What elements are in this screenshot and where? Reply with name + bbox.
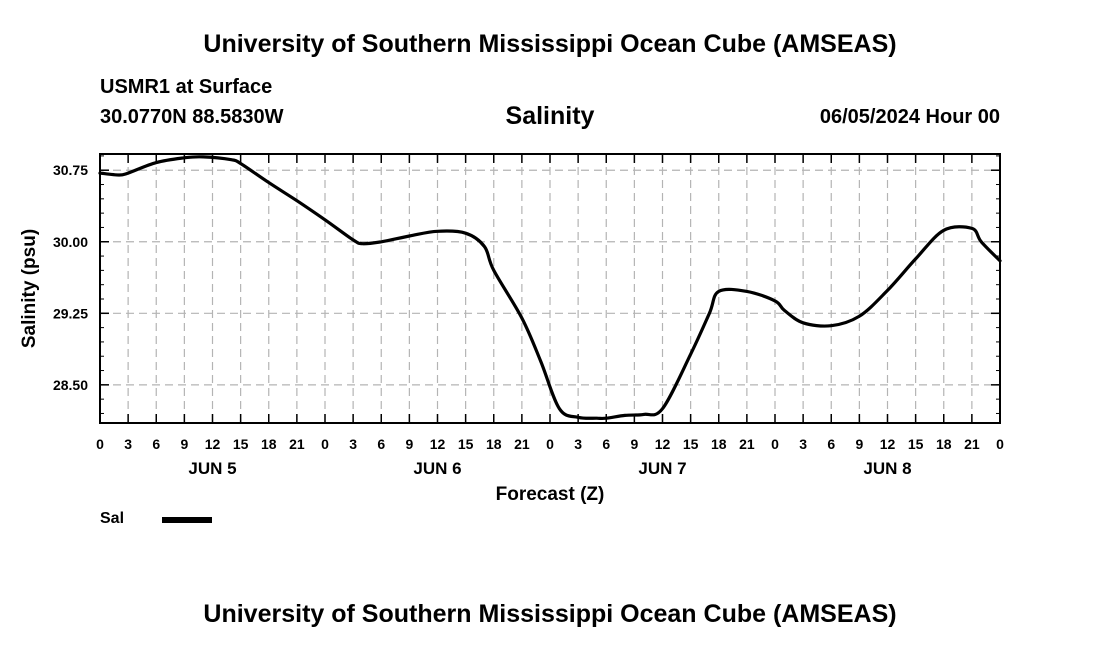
y-tick-label: 28.50 bbox=[53, 377, 88, 393]
x-tick-label: 3 bbox=[574, 436, 582, 452]
legend-label: Sal bbox=[100, 510, 125, 527]
x-tick-label: 6 bbox=[152, 436, 160, 452]
legend-swatch bbox=[162, 517, 212, 523]
chart-title-top: University of Southern Mississippi Ocean… bbox=[203, 30, 897, 58]
x-tick-label: 15 bbox=[908, 436, 924, 452]
x-tick-label: 9 bbox=[180, 436, 188, 452]
y-tick-label: 30.00 bbox=[53, 234, 88, 250]
x-tick-label: 9 bbox=[630, 436, 638, 452]
x-tick-label: 6 bbox=[377, 436, 385, 452]
x-day-label: JUN 6 bbox=[413, 459, 461, 478]
x-tick-label: 18 bbox=[936, 436, 952, 452]
x-tick-label: 9 bbox=[855, 436, 863, 452]
x-tick-label: 0 bbox=[96, 436, 104, 452]
series-line-sal bbox=[98, 155, 1002, 421]
x-tick-label: 0 bbox=[546, 436, 554, 452]
x-tick-label: 3 bbox=[349, 436, 357, 452]
x-tick-label: 18 bbox=[486, 436, 502, 452]
x-tick-label: 18 bbox=[261, 436, 277, 452]
forecast-datetime: 06/05/2024 Hour 00 bbox=[819, 106, 1000, 128]
x-tick-label: 15 bbox=[458, 436, 474, 452]
y-tick-label: 29.25 bbox=[53, 305, 88, 321]
x-tick-label: 6 bbox=[827, 436, 835, 452]
x-tick-label: 12 bbox=[430, 436, 446, 452]
x-day-label: JUN 7 bbox=[638, 459, 686, 478]
x-tick-label: 15 bbox=[233, 436, 249, 452]
x-tick-label: 21 bbox=[514, 436, 530, 452]
x-tick-label: 12 bbox=[205, 436, 221, 452]
x-tick-label: 0 bbox=[996, 436, 1004, 452]
x-tick-label: 12 bbox=[880, 436, 896, 452]
station-label: USMR1 at Surface bbox=[100, 76, 273, 98]
x-axis-label: Forecast (Z) bbox=[496, 484, 605, 505]
coordinates-label: 30.0770N 88.5830W bbox=[100, 106, 284, 128]
x-tick-label: 12 bbox=[655, 436, 671, 452]
x-tick-label: 9 bbox=[405, 436, 413, 452]
chart-title-bottom: University of Southern Mississippi Ocean… bbox=[203, 600, 897, 628]
x-tick-label: 18 bbox=[711, 436, 727, 452]
plot-frame bbox=[99, 153, 1001, 424]
x-tick-label: 3 bbox=[124, 436, 132, 452]
x-tick-label: 21 bbox=[964, 436, 980, 452]
x-day-label: JUN 8 bbox=[863, 459, 911, 478]
variable-title: Salinity bbox=[505, 102, 595, 130]
x-tick-label: 15 bbox=[683, 436, 699, 452]
y-axis-label: Salinity (psu) bbox=[19, 229, 40, 348]
x-tick-label: 6 bbox=[602, 436, 610, 452]
x-tick-label: 0 bbox=[321, 436, 329, 452]
x-day-label: JUN 5 bbox=[188, 459, 236, 478]
x-tick-label: 0 bbox=[771, 436, 779, 452]
x-tick-label: 3 bbox=[799, 436, 807, 452]
x-tick-label: 21 bbox=[739, 436, 755, 452]
x-tick-label: 21 bbox=[289, 436, 305, 452]
y-tick-label: 30.75 bbox=[53, 162, 88, 178]
